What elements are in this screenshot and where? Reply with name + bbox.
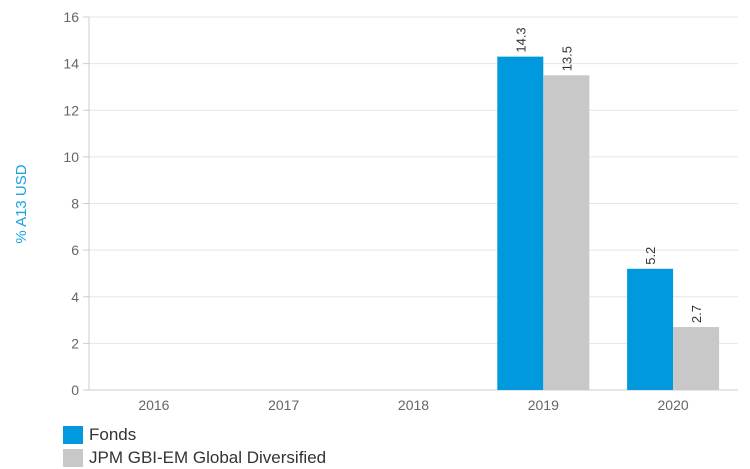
y-tick-label: 12 — [63, 102, 79, 118]
y-axis-label: % A13 USD — [13, 164, 30, 243]
y-tick-label: 8 — [71, 196, 79, 212]
legend-label-benchmark: JPM GBI-EM Global Diversified — [89, 447, 327, 467]
y-tick-label: 6 — [71, 242, 79, 258]
y-tick-label: 16 — [63, 9, 79, 25]
x-tick-label: 2019 — [528, 397, 559, 413]
bar-benchmark-2019 — [543, 75, 590, 390]
bar-fonds-2020 — [627, 268, 674, 390]
legend-item-fonds: Fonds — [63, 423, 326, 446]
y-tick-label: 4 — [71, 289, 79, 305]
y-tick-label: 2 — [71, 335, 79, 351]
data-label: 2.7 — [689, 305, 704, 323]
legend-swatch-fonds — [63, 425, 83, 444]
x-tick-label: 2016 — [138, 397, 169, 413]
legend-swatch-benchmark — [63, 448, 83, 467]
legend-label-fonds: Fonds — [89, 424, 137, 444]
y-tick-label: 0 — [71, 382, 79, 398]
bar-fonds-2019 — [497, 56, 544, 390]
x-tick-label: 2020 — [658, 397, 689, 413]
legend-item-benchmark: JPM GBI-EM Global Diversified — [63, 446, 326, 469]
data-label: 14.3 — [513, 27, 528, 52]
bar-chart: 0 2 4 6 8 10 12 14 16 2016 2017 2018 2019 14.3 13.5 202… — [13, 9, 738, 413]
data-label: 5.2 — [643, 247, 658, 265]
y-tick-label: 14 — [63, 56, 79, 72]
bar-benchmark-2020 — [673, 327, 720, 390]
x-tick-label: 2017 — [268, 397, 299, 413]
y-tick-label: 10 — [63, 149, 79, 165]
data-label: 13.5 — [559, 46, 574, 71]
legend: Fonds JPM GBI-EM Global Diversified — [63, 423, 326, 469]
x-tick-label: 2018 — [398, 397, 429, 413]
